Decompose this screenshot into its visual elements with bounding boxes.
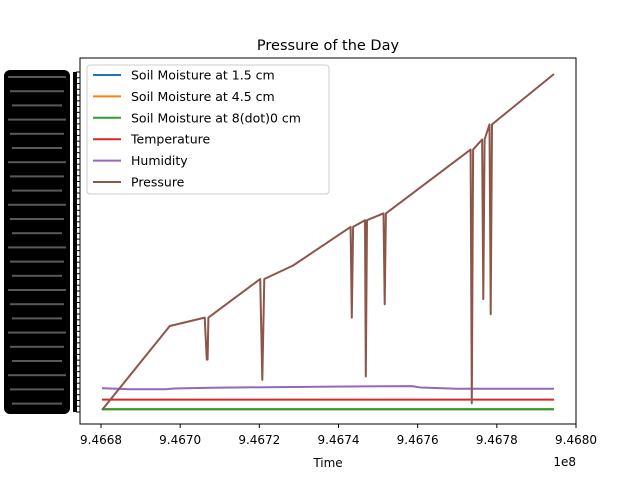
legend-label: Soil Moisture at 8(dot)0 cm bbox=[131, 110, 301, 125]
legend-label: Temperature bbox=[130, 132, 210, 147]
y-tick-label-smear-right bbox=[73, 72, 77, 412]
y-tick-label-gap bbox=[12, 189, 62, 192]
y-tick-label-gap bbox=[8, 246, 66, 249]
x-tick-label: 9.4668 bbox=[80, 433, 122, 447]
y-tick-label-gap bbox=[8, 161, 66, 164]
legend-label: Humidity bbox=[131, 153, 188, 168]
x-tick-label: 9.4676 bbox=[397, 433, 439, 447]
y-tick-label-gap bbox=[10, 218, 64, 220]
y-tick-label-gap bbox=[8, 118, 66, 121]
legend: Soil Moisture at 1.5 cm Soil Moisture at … bbox=[86, 64, 330, 195]
series-layer bbox=[101, 73, 555, 411]
y-tick-label-gap bbox=[10, 303, 64, 306]
y-tick-label-gap bbox=[8, 76, 66, 78]
y-tick-label-gap bbox=[12, 402, 62, 405]
y-tick-label-gap bbox=[12, 147, 62, 149]
legend-label: Soil Moisture at 4.5 cm bbox=[131, 89, 275, 104]
legend-label: Soil Moisture at 1.5 cm bbox=[131, 68, 275, 83]
series-line-6 bbox=[101, 73, 555, 411]
y-tick-label-gap bbox=[10, 388, 64, 391]
y-tick-label-gap bbox=[10, 132, 64, 135]
y-tick-label-gap bbox=[12, 317, 62, 320]
y-tick-label-gap bbox=[8, 374, 66, 377]
y-tick-label-gap bbox=[12, 232, 62, 235]
series-line-5 bbox=[101, 385, 554, 391]
y-tick-label-gap bbox=[12, 274, 62, 277]
y-tick-label-gap bbox=[8, 289, 66, 291]
x-axis-ticks: 9.4668 9.4670 9.4672 9.4674 9.4676 9.4678 9.46… bbox=[80, 424, 597, 447]
plot-area-frame bbox=[79, 57, 577, 425]
chart-title: Pressure of the Day bbox=[257, 38, 400, 54]
legend-box bbox=[86, 64, 330, 195]
x-tick-label: 9.4670 bbox=[159, 433, 201, 447]
y-tick-label-gap bbox=[10, 345, 64, 348]
y-tick-label-gap bbox=[12, 360, 62, 362]
legend-label: Pressure bbox=[131, 175, 185, 190]
x-tick-label: 9.4680 bbox=[555, 433, 597, 447]
y-tick-label-gap bbox=[10, 260, 64, 263]
x-axis-offset-label: 1e8 bbox=[553, 455, 576, 469]
x-tick-label: 9.4674 bbox=[318, 433, 360, 447]
y-tick-label-gap bbox=[10, 90, 64, 93]
x-tick-label: 9.4672 bbox=[238, 433, 280, 447]
y-tick-label-gap bbox=[8, 331, 66, 334]
y-tick-label-gap bbox=[10, 175, 64, 178]
x-axis-label: Time bbox=[312, 456, 342, 470]
x-tick-label: 9.4678 bbox=[476, 433, 518, 447]
y-tick-label-gap bbox=[12, 104, 62, 107]
y-tick-label-gap bbox=[8, 203, 66, 206]
y-tick-label-smear-left bbox=[4, 70, 70, 414]
y-axis-illegible-tick-labels bbox=[4, 70, 80, 414]
